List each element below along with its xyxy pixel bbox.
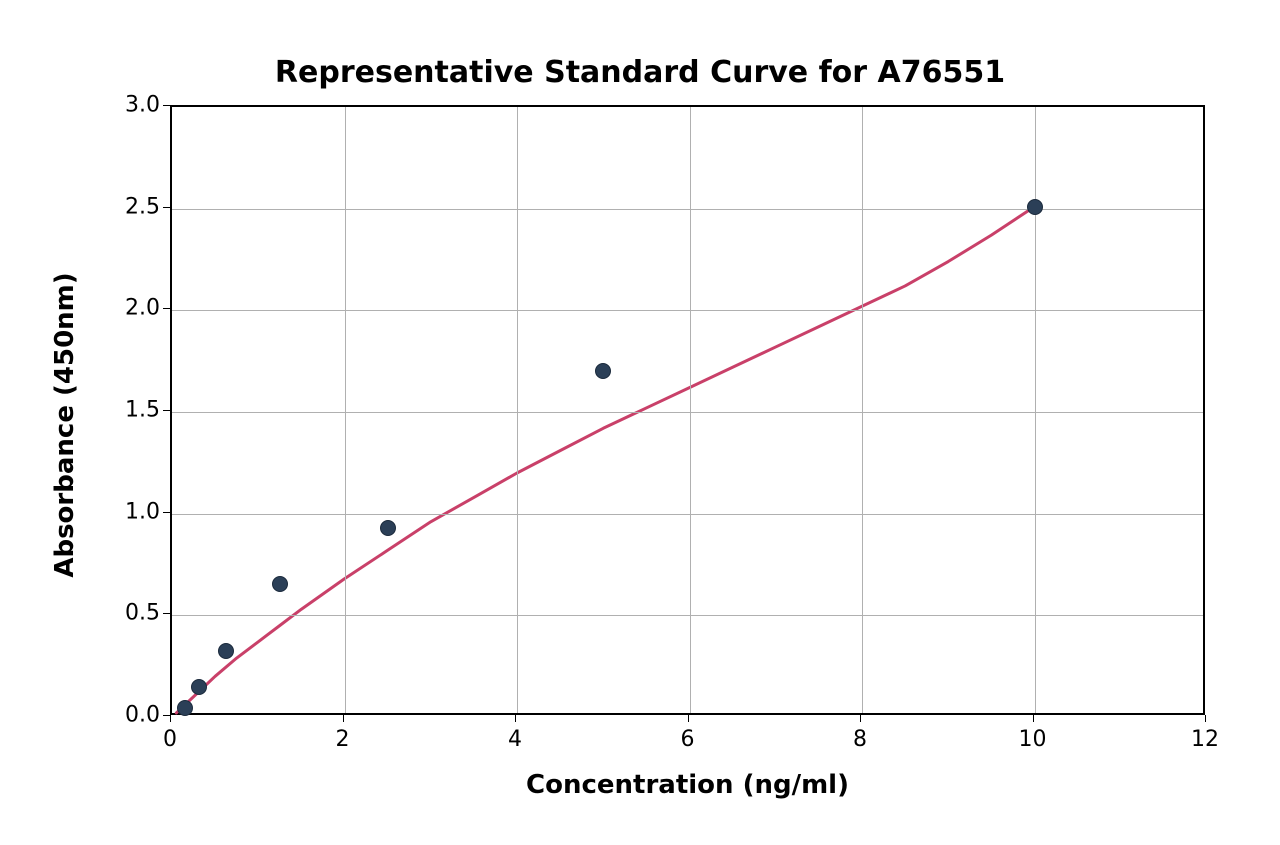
x-tick-label: 2 <box>336 727 350 752</box>
grid-line-h <box>172 615 1203 616</box>
x-tick <box>170 715 171 722</box>
y-tick <box>163 410 170 411</box>
grid-line-h <box>172 412 1203 413</box>
y-tick-label: 2.5 <box>120 194 160 219</box>
x-tick <box>1033 715 1034 722</box>
grid-line-h <box>172 310 1203 311</box>
y-tick <box>163 105 170 106</box>
y-tick-label: 2.0 <box>120 296 160 321</box>
y-tick <box>163 207 170 208</box>
x-tick <box>688 715 689 722</box>
y-tick-label: 0.0 <box>120 703 160 728</box>
grid-line-h <box>172 514 1203 515</box>
data-point <box>272 576 288 592</box>
x-tick-label: 8 <box>853 727 867 752</box>
y-tick <box>163 715 170 716</box>
y-tick-label: 0.5 <box>120 601 160 626</box>
grid-line-v <box>517 107 518 713</box>
chart-figure: Representative Standard Curve for A76551… <box>0 0 1280 845</box>
plot-area <box>170 105 1205 715</box>
y-axis-label: Absorbance (450nm) <box>50 272 80 577</box>
y-tick <box>163 308 170 309</box>
x-tick-label: 12 <box>1191 727 1219 752</box>
x-tick-label: 0 <box>163 727 177 752</box>
x-tick-label: 4 <box>508 727 522 752</box>
y-tick <box>163 512 170 513</box>
y-tick <box>163 613 170 614</box>
data-point <box>218 643 234 659</box>
x-axis-label: Concentration (ng/ml) <box>526 770 849 800</box>
x-tick <box>343 715 344 722</box>
x-tick <box>1205 715 1206 722</box>
x-tick <box>515 715 516 722</box>
y-tick-label: 1.5 <box>120 398 160 423</box>
data-point <box>177 700 193 716</box>
y-tick-label: 1.0 <box>120 499 160 524</box>
grid-line-v <box>690 107 691 713</box>
grid-line-h <box>172 209 1203 210</box>
x-tick <box>860 715 861 722</box>
data-point <box>380 520 396 536</box>
y-tick-label: 3.0 <box>120 93 160 118</box>
grid-line-v <box>862 107 863 713</box>
chart-title: Representative Standard Curve for A76551 <box>275 55 1005 90</box>
data-point <box>191 679 207 695</box>
data-point <box>1027 199 1043 215</box>
x-tick-label: 10 <box>1019 727 1047 752</box>
data-point <box>595 363 611 379</box>
grid-line-v <box>345 107 346 713</box>
x-tick-label: 6 <box>681 727 695 752</box>
